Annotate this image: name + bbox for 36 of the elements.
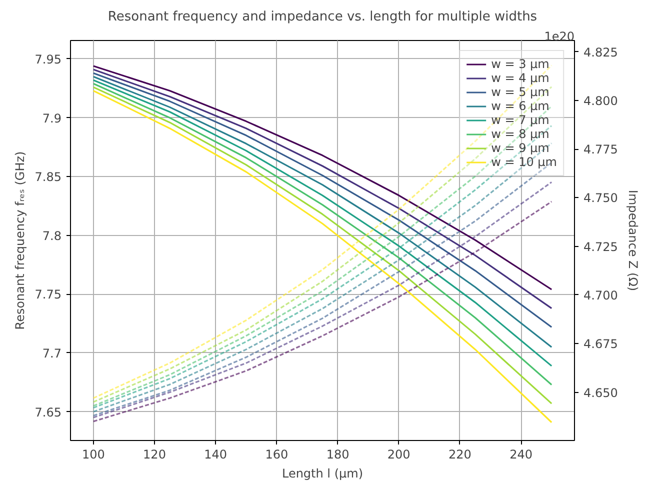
y-tick-label: 7.7 bbox=[42, 346, 62, 360]
y2-tick-label: 4.800 bbox=[584, 94, 618, 108]
y-tick-label: 7.9 bbox=[42, 111, 62, 126]
y-tick-label: 7.95 bbox=[34, 52, 62, 66]
x-tick-label: 140 bbox=[204, 448, 228, 462]
y2-tick-label: 4.750 bbox=[584, 191, 618, 206]
legend-label: w = 4 µm bbox=[491, 71, 550, 85]
y2-tick-label: 4.675 bbox=[584, 337, 618, 352]
y-tick-label: 7.75 bbox=[34, 288, 62, 302]
y-tick-label: 7.85 bbox=[34, 170, 62, 184]
y2-tick-label: 4.725 bbox=[584, 240, 618, 254]
x-axis-title: Length l (µm) bbox=[282, 466, 364, 480]
annotation: 1e20 bbox=[544, 30, 575, 44]
x-tick-label: 220 bbox=[448, 448, 472, 462]
chart-title: Resonant frequency and impedance vs. length for multiple widths bbox=[108, 10, 538, 24]
x-tick-label: 100 bbox=[82, 448, 105, 462]
x-tick-label: 120 bbox=[143, 448, 166, 462]
y2-tick-label: 4.775 bbox=[584, 142, 618, 157]
y2-axis-title: Impedance Z (Ω) bbox=[626, 190, 640, 292]
y2-tick-label: 4.825 bbox=[584, 45, 618, 60]
y-axis-title: Resonant frequency fᵣₑₛ (GHz) bbox=[12, 151, 27, 330]
x-tick-label: 200 bbox=[387, 448, 410, 462]
legend-label: w = 9 µm bbox=[491, 141, 550, 155]
y-tick-label: 7.8 bbox=[42, 228, 62, 243]
y-tick-label: 7.65 bbox=[34, 405, 62, 420]
legend-label: w = 6 µm bbox=[491, 99, 550, 113]
legend-label: w = 5 µm bbox=[491, 85, 550, 99]
legend-label: w = 8 µm bbox=[491, 127, 550, 141]
legend-label: w = 7 µm bbox=[491, 113, 550, 127]
x-tick-label: 180 bbox=[326, 448, 350, 462]
legend-label: w = 10 µm bbox=[491, 155, 557, 169]
legend-label: w = 3 µm bbox=[491, 57, 550, 71]
y2-tick-label: 4.650 bbox=[584, 386, 618, 400]
x-tick-label: 240 bbox=[510, 448, 532, 462]
y2-tick-label: 4.700 bbox=[584, 288, 618, 302]
x-tick-label: 160 bbox=[265, 448, 288, 462]
